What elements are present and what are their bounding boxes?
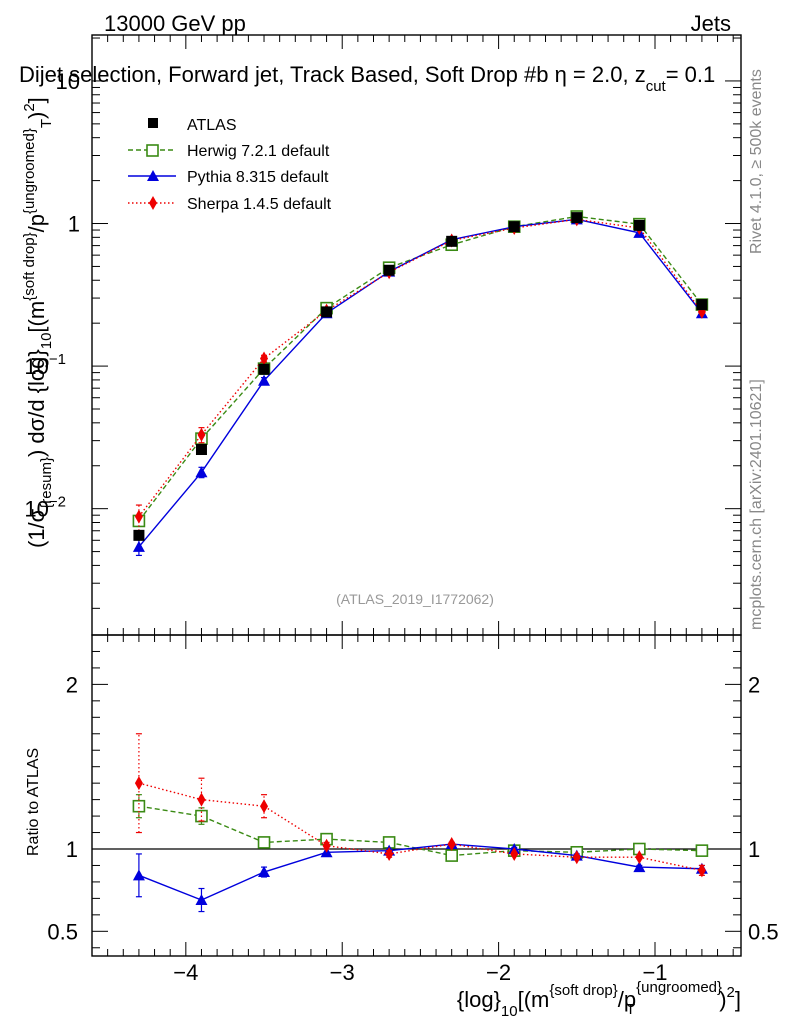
- ratio-herwig-point: [257, 836, 271, 849]
- main-pythia-point: [132, 540, 145, 552]
- ratio-panel-frame: [91, 634, 742, 957]
- ratio-sherpa-point: [510, 846, 519, 861]
- main-pythia-point: [195, 466, 208, 478]
- main-pythia-series: [132, 213, 708, 557]
- main-data-point: [383, 264, 395, 276]
- main-data-point: [571, 212, 583, 224]
- legend-entry-sherpa: Sherpa 1.4.5 default: [128, 196, 332, 213]
- legend-label-pythia: Pythia 8.315 default: [187, 169, 329, 186]
- plot-title-tail: = 2.0, z: [573, 62, 646, 87]
- y-tick-label: 1: [68, 212, 80, 237]
- ratio-sherpa-series: [134, 733, 706, 878]
- ratio-sherpa-point: [134, 776, 143, 791]
- ratio-y-tick-label-right: 0.5: [748, 919, 779, 944]
- main-data-series: [133, 212, 708, 541]
- main-sherpa-line: [138, 218, 703, 518]
- main-sherpa-series: [134, 212, 706, 532]
- ratio-sherpa-point: [572, 850, 581, 865]
- ratio-pythia-line: [138, 843, 702, 901]
- ratio-sherpa-point: [260, 799, 269, 814]
- main-pythia-line: [138, 218, 703, 548]
- main-y-axis-label: (1/σ{resum}) dσ/d {log}10[(m{soft drop}/…: [21, 97, 55, 548]
- ratio-sherpa-point: [385, 846, 394, 861]
- ratio-herwig-point: [132, 799, 146, 813]
- main-data-point: [633, 219, 645, 231]
- main-data-point: [195, 444, 207, 456]
- plot-title-end: = 0.1: [666, 62, 716, 87]
- ratio-y-tick-label-right: 1: [748, 837, 760, 862]
- x-axis-label: {log}10[(m{soft drop}/p{ungroomed} T)2]: [457, 979, 741, 1020]
- legend: ATLAS Herwig 7.2.1 default Pythia 8.315 …: [128, 117, 332, 213]
- mcplots-label: mcplots.cern.ch [arXiv:2401.10621]: [748, 379, 765, 630]
- ratio-sherpa-point: [447, 837, 456, 852]
- eta-symbol: η: [548, 62, 572, 87]
- ratio-sherpa-point: [635, 850, 644, 865]
- main-data-point: [696, 299, 708, 311]
- main-herwig-line: [138, 215, 703, 522]
- ratio-y-tick-label: 1: [66, 837, 78, 862]
- ratio-pythia-point: [258, 866, 271, 878]
- plot-title-main: Dijet selection, Forward jet, Track Base…: [19, 62, 548, 87]
- x-tick-label: −1: [642, 960, 667, 985]
- ratio-pythia-point: [132, 869, 145, 881]
- ratio-sherpa-point: [197, 792, 206, 807]
- ratio-herwig-line: [138, 805, 702, 857]
- legend-entry-herwig: Herwig 7.2.1 default: [128, 143, 330, 160]
- series-layer: [132, 210, 709, 913]
- plot-title-sub: cut: [646, 78, 667, 95]
- main-sherpa-point: [134, 509, 143, 524]
- main-sherpa-point: [260, 351, 269, 366]
- x-tick-label: −2: [486, 960, 511, 985]
- ratio-y-tick-label-right: 2: [748, 672, 760, 697]
- main-sherpa-point: [197, 427, 206, 442]
- y-tick-label: 10−1: [24, 351, 66, 379]
- legend-entry-atlas: ATLAS: [148, 117, 237, 134]
- legend-entry-pythia: Pythia 8.315 default: [128, 169, 329, 186]
- process-label: Jets: [691, 11, 731, 36]
- analysis-id: (ATLAS_2019_I1772062): [336, 591, 494, 607]
- x-tick-label: −3: [330, 960, 355, 985]
- legend-marker-sherpa: [149, 196, 157, 210]
- ratio-y-axis-label: Ratio to ATLAS: [25, 748, 42, 856]
- legend-label-atlas: ATLAS: [187, 117, 237, 134]
- ratio-herwig-series: [132, 794, 709, 862]
- x-tick-label: −4: [173, 960, 198, 985]
- ratio-sherpa-point: [697, 863, 706, 878]
- main-data-point: [446, 235, 458, 247]
- rivet-version-label: Rivet 4.1.0, ≥ 500k events: [748, 69, 765, 254]
- axes-layer: −4 −3 −2 −1 10−2 10−1 1 10 0.5 0.5 1 1 2 2: [24, 35, 779, 985]
- legend-label-herwig: Herwig 7.2.1 default: [187, 143, 330, 160]
- ratio-herwig-point: [445, 849, 458, 862]
- y-tick-label: 10: [56, 69, 80, 94]
- legend-marker-herwig: [146, 144, 159, 157]
- main-pythia-point: [258, 374, 271, 386]
- ratio-y-tick-label: 0.5: [47, 919, 78, 944]
- main-data-point: [508, 221, 520, 233]
- y-tick-label: 10−2: [24, 494, 66, 522]
- energy-label: 13000 GeV pp: [104, 11, 246, 36]
- legend-label-sherpa: Sherpa 1.4.5 default: [187, 196, 332, 213]
- main-data-point: [321, 306, 333, 318]
- plot-title: Dijet selection, Forward jet, Track Base…: [19, 62, 715, 95]
- legend-marker-pythia: [147, 170, 159, 181]
- main-herwig-series: [132, 210, 709, 528]
- ratio-pythia-point: [195, 894, 208, 906]
- legend-marker-atlas: [148, 118, 158, 128]
- ratio-y-tick-label: 2: [66, 672, 78, 697]
- main-data-point: [258, 363, 270, 375]
- main-data-point: [133, 529, 145, 541]
- ratio-sherpa-point: [322, 838, 331, 853]
- ratio-sherpa-line: [138, 782, 703, 872]
- ratio-pythia-point: [633, 861, 646, 873]
- ratio-herwig-point: [695, 844, 709, 857]
